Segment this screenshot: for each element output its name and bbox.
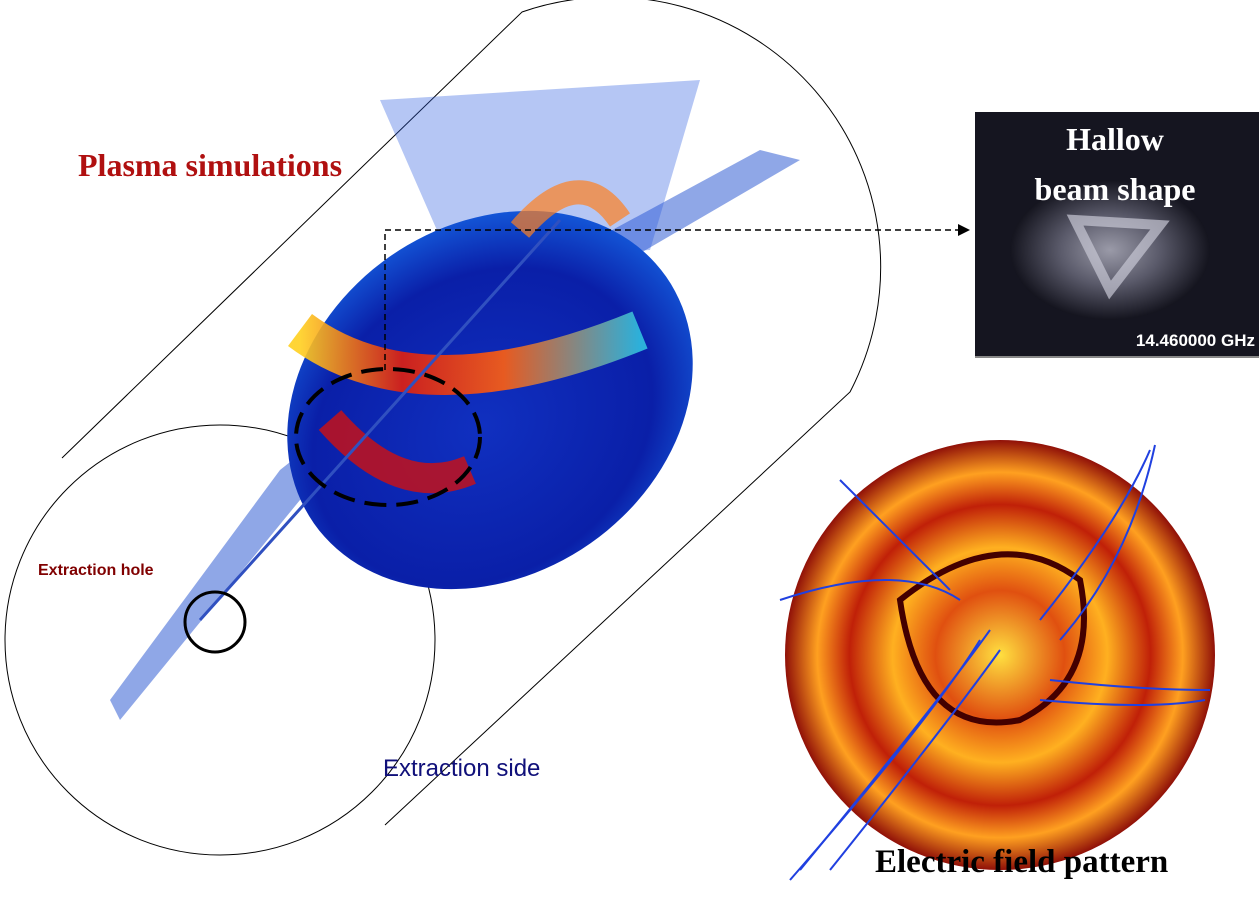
arrow-head bbox=[958, 224, 970, 236]
beam-title: Hallow bbox=[1066, 121, 1164, 157]
extraction-side-label: Extraction side bbox=[383, 755, 540, 782]
beam-title: beam shape bbox=[1035, 171, 1196, 207]
field-disc bbox=[780, 440, 1215, 880]
extraction-hole-label: Extraction hole bbox=[38, 562, 154, 579]
title: Plasma simulations bbox=[78, 147, 342, 183]
field-caption: Electric field pattern bbox=[875, 844, 1168, 880]
diagram: Hallow beam shape 14.460000 GHz Plasma s… bbox=[0, 0, 1259, 903]
frequency-label: 14.460000 GHz bbox=[1136, 331, 1255, 350]
